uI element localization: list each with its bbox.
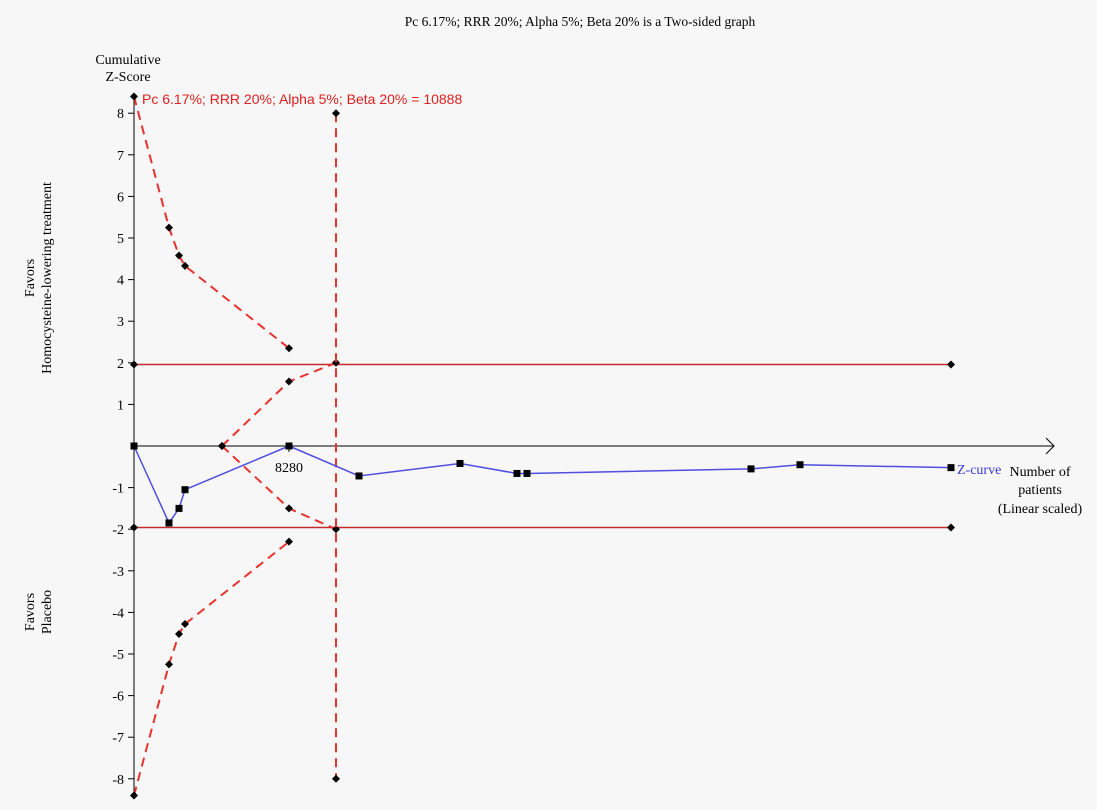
futility-upper-point [285,377,293,386]
y-tick-label: 7 [117,149,124,164]
y-tick-label: -3 [112,565,124,580]
ris-label: Pc 6.17%; RRR 20%; Alpha 5%; Beta 20% = … [142,91,462,107]
zcurve-point [796,461,804,469]
upper-boundary-point [165,223,173,232]
y-axis-title-line1: Cumulative [95,53,160,68]
y-axis-title-line2: Z-Score [105,70,150,85]
zcurve-label: Z-curve [957,463,1001,478]
favors-bottom-line2: Placebo [40,590,55,634]
zcurve-point [523,469,531,477]
upper-boundary-point [181,261,189,270]
zcurve-point [355,472,363,480]
zcurve-point [285,442,293,450]
x-axis-arrow-head [1045,437,1055,455]
zcurve-point [456,459,464,467]
conventional-upper-point [130,360,138,369]
y-tick-label: 3 [117,315,124,330]
upper-boundary-point [175,251,183,260]
upper-boundary-line [133,96,290,350]
upper-boundary-point [130,92,138,101]
favors-top-line1: Favors [23,259,38,297]
conventional-lower-point [130,523,138,532]
zcurve-point [513,469,521,477]
lower-boundary-point [285,537,293,546]
zcurve-point [181,486,189,494]
lower-boundary-point [181,620,189,629]
zcurve-point [130,442,138,450]
favors-bottom-line1: Favors [23,593,38,631]
y-tick-label: 1 [117,398,124,413]
favors-top-line2: Homocysteine-lowering treatment [40,182,55,374]
zcurve-point [165,519,173,527]
y-tick-label: 4 [117,274,124,289]
lower-boundary-line [133,540,290,796]
ris-line-point [332,109,340,118]
y-tick-label: 5 [117,232,124,247]
zcurve-point [747,465,755,473]
lower-boundary-point [175,630,183,639]
y-tick-label: 6 [117,190,124,205]
ris-line-point [332,774,340,783]
x-tick-label: 8280 [275,461,303,476]
series-layer [130,92,955,800]
futility-upper-line [221,361,337,447]
x-axis-title-line1: Number of [1009,465,1070,480]
y-tick-label: 2 [117,357,124,372]
x-axis-title-line3: (Linear scaled) [998,502,1083,517]
chart-title: Pc 6.17%; RRR 20%; Alpha 5%; Beta 20% is… [405,14,756,29]
conventional-lower-point [947,523,955,532]
futility-lower-point [285,504,293,513]
y-tick-label: -1 [112,482,124,497]
zcurve-point [947,464,955,472]
y-tick-label: 8 [117,107,124,122]
futility-lower-point [332,525,340,534]
futility-lower-point [218,442,226,450]
y-tick-label: -4 [112,606,124,621]
y-tick-label: -5 [112,648,124,663]
lower-boundary-point [165,660,173,669]
futility-upper-point [332,358,340,367]
zcurve-point [175,504,183,512]
x-axis-title-line2: patients [1018,483,1062,498]
zcurve-line [133,445,952,525]
y-tick-label: -7 [112,731,124,746]
upper-boundary-point [285,344,293,353]
y-tick-label: -8 [112,773,124,788]
y-tick-label: -6 [112,690,124,705]
y-tick-label: -2 [112,523,124,538]
y-ticks: -8 -7 -6 -5 -4 -3 -2 -1 1 2 3 4 5 6 7 8 [112,107,134,788]
lower-boundary-point [130,791,138,800]
conventional-upper-point [947,360,955,369]
